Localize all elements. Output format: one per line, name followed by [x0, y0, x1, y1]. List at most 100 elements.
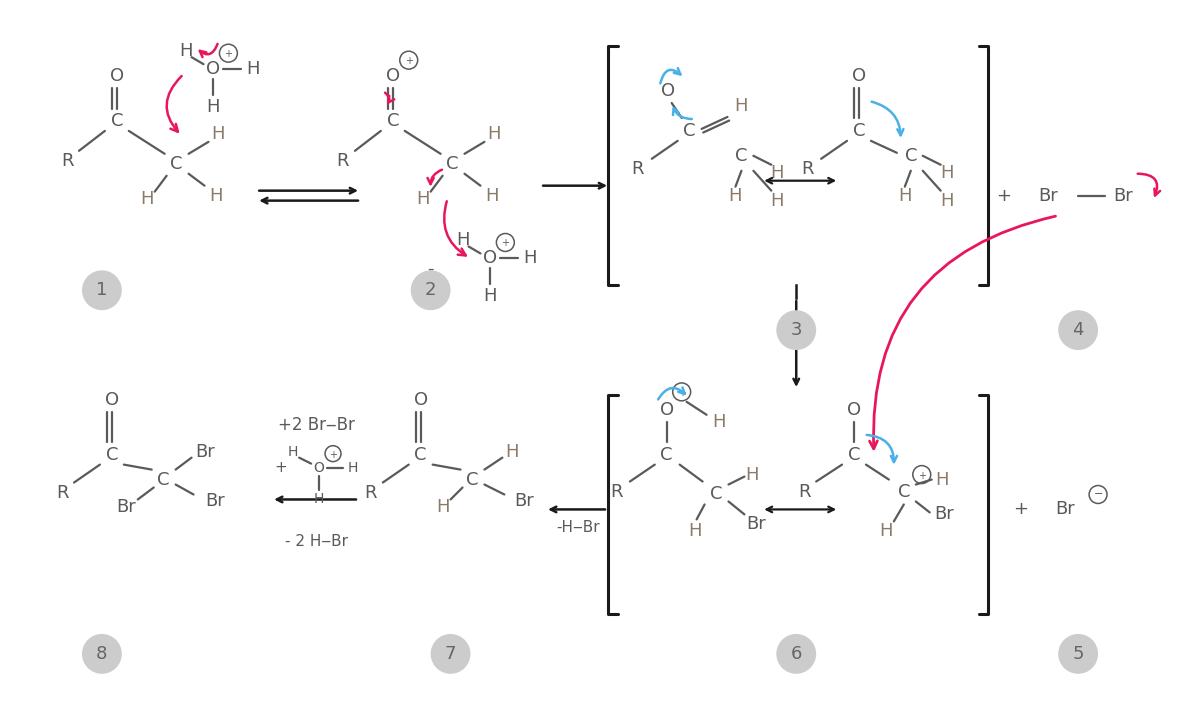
Text: +: + — [224, 49, 233, 59]
Text: R: R — [632, 160, 644, 178]
Text: O: O — [659, 401, 673, 419]
Text: H: H — [247, 60, 260, 78]
Text: C: C — [387, 112, 399, 130]
Text: Br: Br — [116, 499, 136, 516]
Text: +: + — [1013, 500, 1028, 518]
Text: C: C — [158, 471, 170, 489]
Text: H: H — [505, 443, 519, 460]
Text: 2: 2 — [425, 281, 436, 299]
FancyArrowPatch shape — [167, 76, 181, 132]
Circle shape — [776, 634, 817, 674]
Text: C: C — [660, 446, 673, 464]
Text: H: H — [734, 97, 749, 115]
Text: 4: 4 — [1072, 321, 1084, 339]
Text: Br: Br — [746, 515, 767, 534]
Text: H: H — [140, 190, 154, 207]
Text: H: H — [688, 522, 701, 540]
Text: H: H — [745, 465, 759, 484]
Text: H: H — [940, 191, 953, 210]
Text: H: H — [523, 249, 537, 268]
Text: +: + — [330, 450, 337, 460]
Text: +: + — [405, 56, 413, 66]
Text: O: O — [847, 401, 861, 419]
FancyArrowPatch shape — [427, 170, 442, 184]
Text: -: - — [427, 260, 433, 278]
Circle shape — [431, 634, 470, 674]
Text: O: O — [660, 82, 675, 100]
Text: +2 Br‒Br: +2 Br‒Br — [278, 415, 355, 434]
Text: H: H — [728, 186, 743, 204]
FancyArrowPatch shape — [673, 108, 691, 119]
Text: H: H — [416, 190, 430, 207]
Circle shape — [1058, 310, 1098, 350]
FancyArrowPatch shape — [1138, 174, 1161, 196]
Text: C: C — [447, 154, 458, 173]
Text: H: H — [314, 492, 325, 507]
Text: H: H — [211, 125, 226, 143]
Text: −: − — [1094, 489, 1103, 500]
Text: O: O — [314, 460, 325, 475]
Text: C: C — [898, 483, 910, 500]
Circle shape — [1058, 634, 1098, 674]
Text: C: C — [171, 154, 183, 173]
FancyArrowPatch shape — [867, 435, 897, 462]
Circle shape — [82, 270, 122, 310]
Text: +: + — [918, 471, 925, 481]
Text: C: C — [683, 122, 696, 140]
Text: H: H — [179, 42, 192, 60]
Text: C: C — [848, 446, 860, 464]
Text: H: H — [484, 287, 497, 305]
Text: C: C — [105, 446, 118, 464]
Text: H: H — [487, 125, 501, 143]
Text: R: R — [798, 483, 811, 500]
Circle shape — [411, 270, 450, 310]
Text: C: C — [111, 112, 123, 130]
FancyArrowPatch shape — [199, 44, 217, 57]
Text: O: O — [853, 67, 866, 85]
Text: O: O — [484, 249, 498, 268]
Text: Br: Br — [1039, 186, 1058, 204]
Text: C: C — [414, 446, 427, 464]
Text: H: H — [347, 460, 358, 475]
Text: O: O — [110, 67, 124, 85]
Text: O: O — [207, 60, 221, 78]
Text: H: H — [898, 186, 911, 204]
Text: H: H — [712, 413, 725, 431]
Text: R: R — [801, 160, 813, 178]
Text: R: R — [610, 483, 623, 500]
Text: H: H — [935, 471, 948, 489]
Text: 6: 6 — [790, 645, 802, 663]
Text: C: C — [853, 122, 866, 140]
Text: H: H — [436, 499, 449, 516]
FancyArrowPatch shape — [444, 202, 466, 255]
Text: Br: Br — [196, 443, 215, 460]
Text: O: O — [413, 391, 427, 409]
FancyArrowPatch shape — [384, 93, 394, 102]
Text: R: R — [56, 484, 68, 502]
Text: R: R — [61, 152, 73, 170]
Text: O: O — [105, 391, 119, 409]
Text: H: H — [879, 522, 893, 540]
Text: 1: 1 — [97, 281, 107, 299]
FancyArrowPatch shape — [658, 387, 684, 399]
FancyArrowPatch shape — [872, 102, 904, 136]
Text: 8: 8 — [97, 645, 107, 663]
Text: C: C — [736, 146, 747, 165]
Text: R: R — [337, 152, 349, 170]
Text: Br: Br — [1055, 500, 1075, 518]
FancyArrowPatch shape — [869, 216, 1055, 449]
Text: H: H — [210, 186, 223, 204]
Text: C: C — [466, 471, 479, 489]
Text: +: + — [501, 239, 510, 249]
Text: Br: Br — [515, 492, 534, 510]
Text: R: R — [364, 484, 377, 502]
Text: - 2 H‒Br: - 2 H‒Br — [284, 534, 347, 549]
Text: 3: 3 — [790, 321, 802, 339]
Text: +: + — [275, 460, 288, 475]
Text: 7: 7 — [445, 645, 456, 663]
Text: H: H — [288, 444, 298, 459]
Circle shape — [82, 634, 122, 674]
Text: Br: Br — [934, 505, 954, 523]
Text: Br: Br — [1113, 186, 1133, 204]
Text: H: H — [486, 186, 499, 204]
